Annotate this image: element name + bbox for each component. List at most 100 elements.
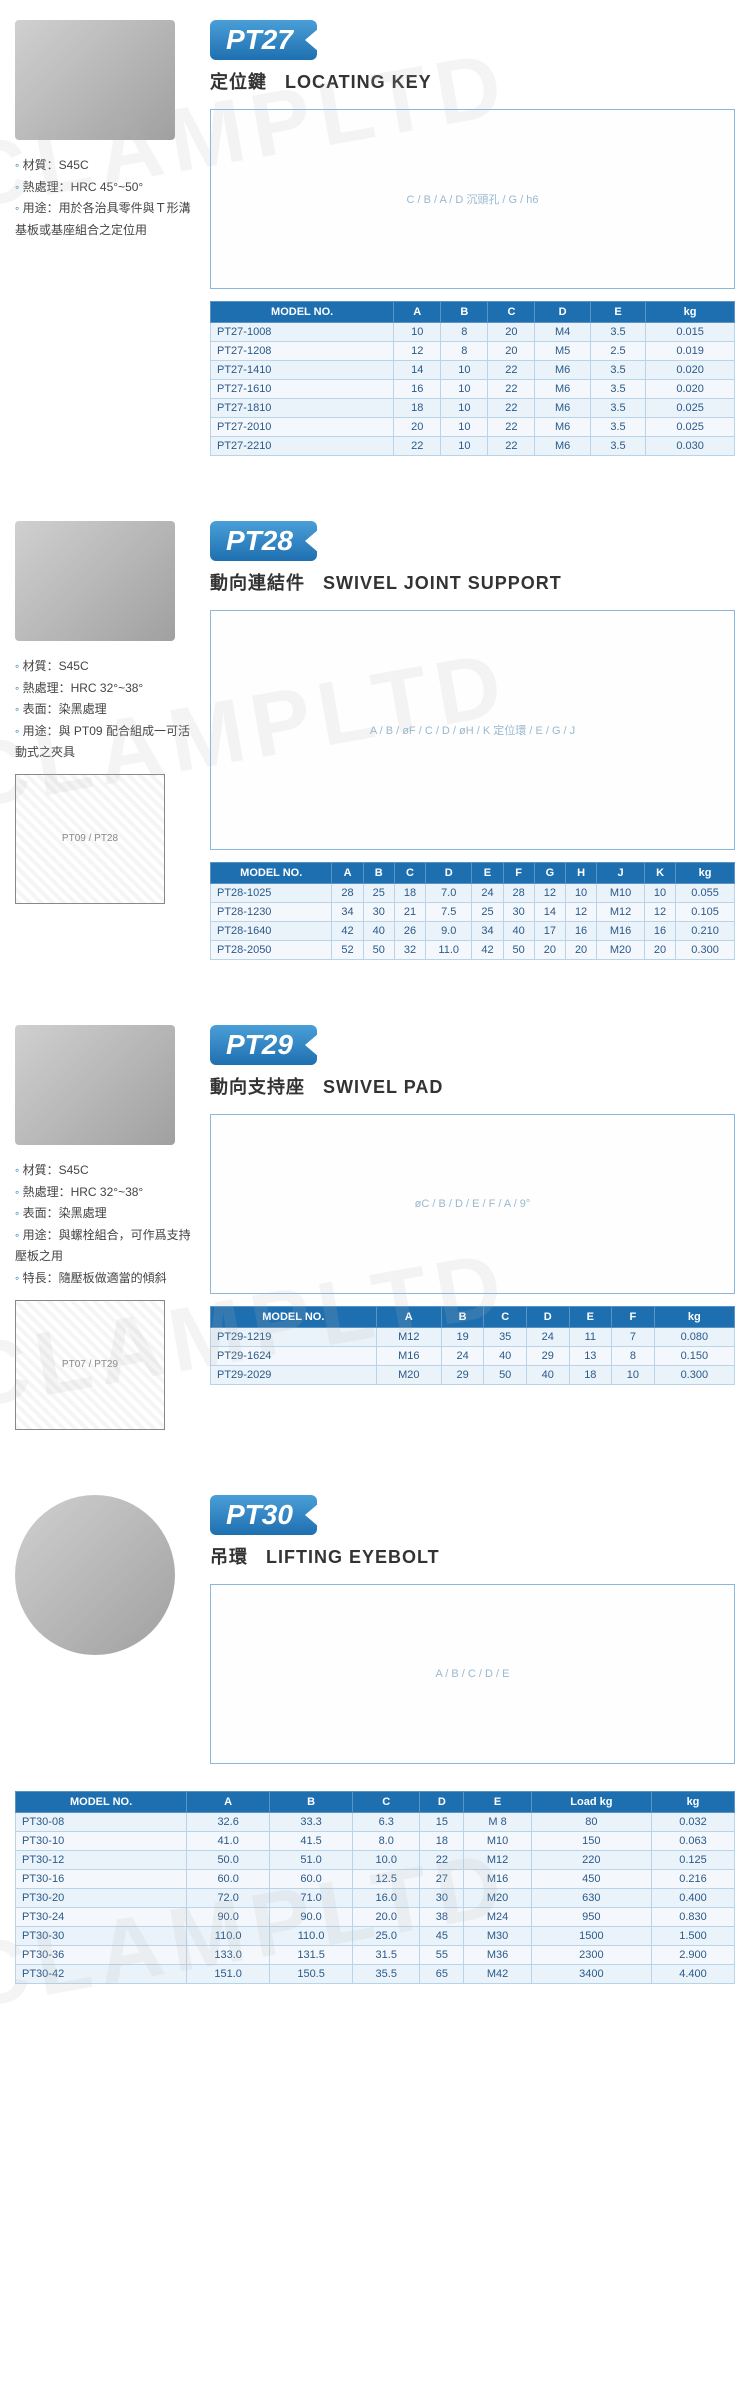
- table-cell: 20: [488, 323, 535, 342]
- table-cell: 3.5: [590, 437, 645, 456]
- title-en: LIFTING EYEBOLT: [266, 1547, 440, 1567]
- spec-line: 材質：S45C: [15, 155, 195, 177]
- table-cell: 10: [441, 437, 488, 456]
- section-pt29: 材質：S45C熱處理：HRC 32°~38°表面：染黑處理用途：與螺栓組合，可作…: [0, 1005, 750, 1475]
- table-cell: 42: [472, 941, 503, 960]
- table-row: PT28-10252825187.024281210M10100.055: [211, 884, 735, 903]
- product-photo-pt30: [15, 1495, 175, 1655]
- table-cell: 34: [472, 922, 503, 941]
- col-header: A: [332, 863, 363, 884]
- table-cell: 41.5: [270, 1831, 353, 1850]
- table-cell: 16: [565, 922, 596, 941]
- table-cell: 12: [394, 342, 441, 361]
- table-cell: 20: [644, 941, 675, 960]
- table-cell: 20: [565, 941, 596, 960]
- table-cell: M16: [464, 1869, 531, 1888]
- table-cell: 50: [363, 941, 394, 960]
- table-cell: 4.400: [651, 1964, 734, 1983]
- table-row: PT29-1219M121935241170.080: [211, 1328, 735, 1347]
- table-cell: 20: [534, 941, 565, 960]
- diagram-pt30: A / B / C / D / E: [210, 1584, 735, 1764]
- title-cn: 定位鍵: [210, 72, 267, 92]
- table-cell: 29: [526, 1347, 569, 1366]
- title-en: LOCATING KEY: [285, 72, 432, 92]
- col-header: H: [565, 863, 596, 884]
- diagram-pt27: C / B / A / D 沉頭孔 / G / h6: [210, 109, 735, 289]
- col-header: C: [394, 863, 425, 884]
- table-cell: 0.300: [676, 941, 735, 960]
- table-row: PT27-1810181022M63.50.025: [211, 399, 735, 418]
- table-cell: 950: [531, 1907, 651, 1926]
- col-header: F: [612, 1307, 655, 1328]
- table-cell: 25: [363, 884, 394, 903]
- table-row: PT30-0832.633.36.315M 8800.032: [16, 1812, 735, 1831]
- table-cell: M6: [535, 437, 590, 456]
- table-cell: 25: [472, 903, 503, 922]
- table-cell: 33.3: [270, 1812, 353, 1831]
- col-header: B: [441, 1307, 484, 1328]
- table-cell: 0.105: [676, 903, 735, 922]
- table-cell: 30: [420, 1888, 464, 1907]
- badge-pt30: PT30: [210, 1495, 317, 1535]
- table-cell: 220: [531, 1850, 651, 1869]
- col-header: G: [534, 863, 565, 884]
- table-cell: PT30-20: [16, 1888, 187, 1907]
- col-header: B: [270, 1791, 353, 1812]
- badge-pt29: PT29: [210, 1025, 317, 1065]
- title-pt27: 定位鍵 LOCATING KEY: [210, 68, 735, 94]
- table-cell: PT27-1208: [211, 342, 394, 361]
- diagram-pt28: A / B / øF / C / D / øH / K 定位環 / E / G …: [210, 610, 735, 850]
- table-cell: 22: [394, 437, 441, 456]
- table-cell: M6: [535, 399, 590, 418]
- table-pt27: MODEL NO.ABCDEkgPT27-100810820M43.50.015…: [210, 301, 735, 456]
- table-cell: 18: [394, 884, 425, 903]
- product-photo-pt28: [15, 521, 175, 641]
- table-row: PT28-205052503211.042502020M20200.300: [211, 941, 735, 960]
- table-cell: 18: [420, 1831, 464, 1850]
- table-cell: 22: [488, 399, 535, 418]
- table-cell: 52: [332, 941, 363, 960]
- table-cell: 72.0: [187, 1888, 270, 1907]
- col-header: D: [535, 302, 590, 323]
- table-cell: 3.5: [590, 361, 645, 380]
- table-cell: 22: [488, 380, 535, 399]
- table-cell: 45: [420, 1926, 464, 1945]
- table-cell: 20.0: [353, 1907, 420, 1926]
- col-header: MODEL NO.: [211, 863, 332, 884]
- table-cell: 11: [569, 1328, 612, 1347]
- table-cell: 32.6: [187, 1812, 270, 1831]
- table-cell: 40: [503, 922, 534, 941]
- table-cell: PT30-30: [16, 1926, 187, 1945]
- table-cell: 0.055: [676, 884, 735, 903]
- table-cell: 3.5: [590, 418, 645, 437]
- table-cell: M12: [376, 1328, 441, 1347]
- table-cell: 22: [488, 437, 535, 456]
- table-cell: 110.0: [187, 1926, 270, 1945]
- table-cell: 0.063: [651, 1831, 734, 1850]
- table-cell: 42: [332, 922, 363, 941]
- table-cell: PT30-08: [16, 1812, 187, 1831]
- table-cell: 20: [394, 418, 441, 437]
- title-en: SWIVEL PAD: [323, 1077, 443, 1097]
- table-cell: 8: [441, 342, 488, 361]
- table-cell: 12: [644, 903, 675, 922]
- title-pt30: 吊環 LIFTING EYEBOLT: [210, 1543, 735, 1569]
- table-cell: 10: [612, 1366, 655, 1385]
- table-cell: 8: [441, 323, 488, 342]
- table-cell: PT29-1219: [211, 1328, 377, 1347]
- table-row: PT30-1041.041.58.018M101500.063: [16, 1831, 735, 1850]
- specs-pt29: 材質：S45C熱處理：HRC 32°~38°表面：染黑處理用途：與螺栓組合，可作…: [15, 1160, 195, 1290]
- table-row: PT30-2490.090.020.038M249500.830: [16, 1907, 735, 1926]
- table-cell: 7.0: [426, 884, 472, 903]
- table-cell: 2.5: [590, 342, 645, 361]
- table-cell: 13: [569, 1347, 612, 1366]
- col-header: D: [420, 1791, 464, 1812]
- table-cell: 7.5: [426, 903, 472, 922]
- table-pt30: MODEL NO.ABCDELoad kgkgPT30-0832.633.36.…: [15, 1791, 735, 1984]
- table-cell: 16: [644, 922, 675, 941]
- table-cell: PT30-24: [16, 1907, 187, 1926]
- col-header: MODEL NO.: [211, 1307, 377, 1328]
- table-row: PT30-36133.0131.531.555M3623002.900: [16, 1945, 735, 1964]
- table-cell: 71.0: [270, 1888, 353, 1907]
- table-cell: 0.025: [646, 418, 735, 437]
